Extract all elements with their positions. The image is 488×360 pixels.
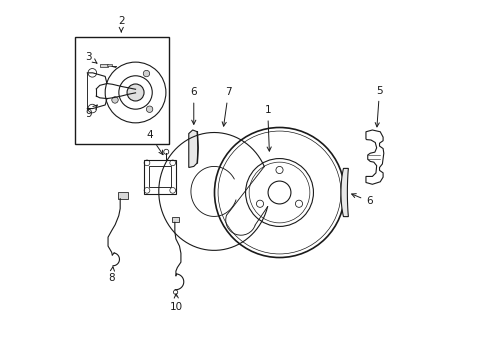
Text: 7: 7 [222,87,231,126]
Circle shape [146,106,153,112]
Text: 1: 1 [264,105,271,151]
Bar [107,64,112,66]
Bar [100,64,107,67]
Text: 9: 9 [85,105,97,119]
Circle shape [143,70,149,77]
Text: 6: 6 [351,194,372,206]
Text: 4: 4 [146,130,163,155]
Circle shape [127,84,144,101]
Bar [149,166,170,187]
Text: 3: 3 [85,52,97,63]
Text: 8: 8 [108,267,115,283]
Circle shape [112,97,118,103]
Text: 6: 6 [190,87,197,124]
Text: 5: 5 [374,86,382,127]
Polygon shape [340,168,347,217]
Polygon shape [188,130,198,167]
Bar [118,192,127,199]
Bar [143,159,176,194]
Bar [171,217,179,222]
Text: 2: 2 [118,16,124,32]
Text: 10: 10 [170,294,183,312]
Bar [75,37,169,144]
